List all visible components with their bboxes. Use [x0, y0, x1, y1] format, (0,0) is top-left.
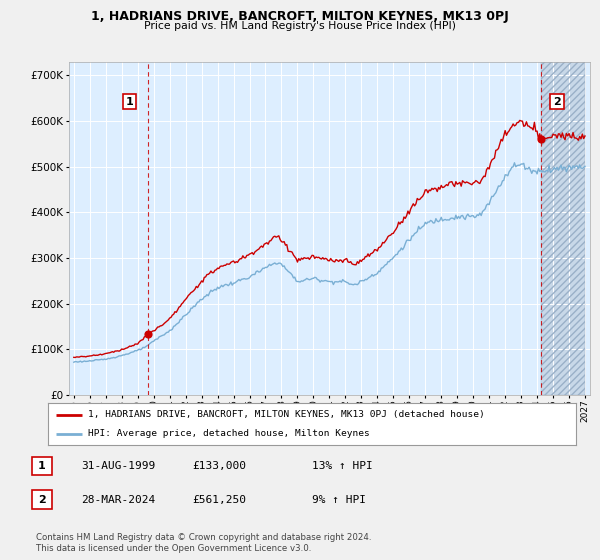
Text: Contains HM Land Registry data © Crown copyright and database right 2024.
This d: Contains HM Land Registry data © Crown c… [36, 533, 371, 553]
Text: 31-AUG-1999: 31-AUG-1999 [81, 461, 155, 471]
Text: £561,250: £561,250 [192, 494, 246, 505]
Text: Price paid vs. HM Land Registry's House Price Index (HPI): Price paid vs. HM Land Registry's House … [144, 21, 456, 31]
Text: 1: 1 [125, 96, 133, 106]
Point [143, 330, 153, 339]
Text: HPI: Average price, detached house, Milton Keynes: HPI: Average price, detached house, Milt… [88, 430, 370, 438]
Text: £133,000: £133,000 [192, 461, 246, 471]
Text: 1, HADRIANS DRIVE, BANCROFT, MILTON KEYNES, MK13 0PJ (detached house): 1, HADRIANS DRIVE, BANCROFT, MILTON KEYN… [88, 410, 484, 419]
Text: 2: 2 [553, 96, 561, 106]
Text: 1, HADRIANS DRIVE, BANCROFT, MILTON KEYNES, MK13 0PJ: 1, HADRIANS DRIVE, BANCROFT, MILTON KEYN… [91, 10, 509, 23]
Text: 1: 1 [38, 461, 46, 471]
Text: 9% ↑ HPI: 9% ↑ HPI [312, 494, 366, 505]
Point [536, 134, 546, 143]
Text: 2: 2 [38, 494, 46, 505]
Text: 13% ↑ HPI: 13% ↑ HPI [312, 461, 373, 471]
Text: 28-MAR-2024: 28-MAR-2024 [81, 494, 155, 505]
